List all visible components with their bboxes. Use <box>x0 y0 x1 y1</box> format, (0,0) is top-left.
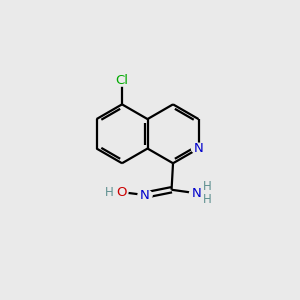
Text: H: H <box>105 186 114 199</box>
Text: H: H <box>202 180 211 193</box>
Ellipse shape <box>191 143 206 154</box>
Text: H: H <box>202 193 211 206</box>
Text: N: N <box>192 187 202 200</box>
Text: O: O <box>116 186 127 199</box>
Text: N: N <box>194 142 203 155</box>
Text: Cl: Cl <box>116 74 128 87</box>
Ellipse shape <box>190 188 204 199</box>
Ellipse shape <box>115 187 128 197</box>
Ellipse shape <box>114 76 130 86</box>
Ellipse shape <box>138 190 152 200</box>
Text: N: N <box>140 189 150 202</box>
